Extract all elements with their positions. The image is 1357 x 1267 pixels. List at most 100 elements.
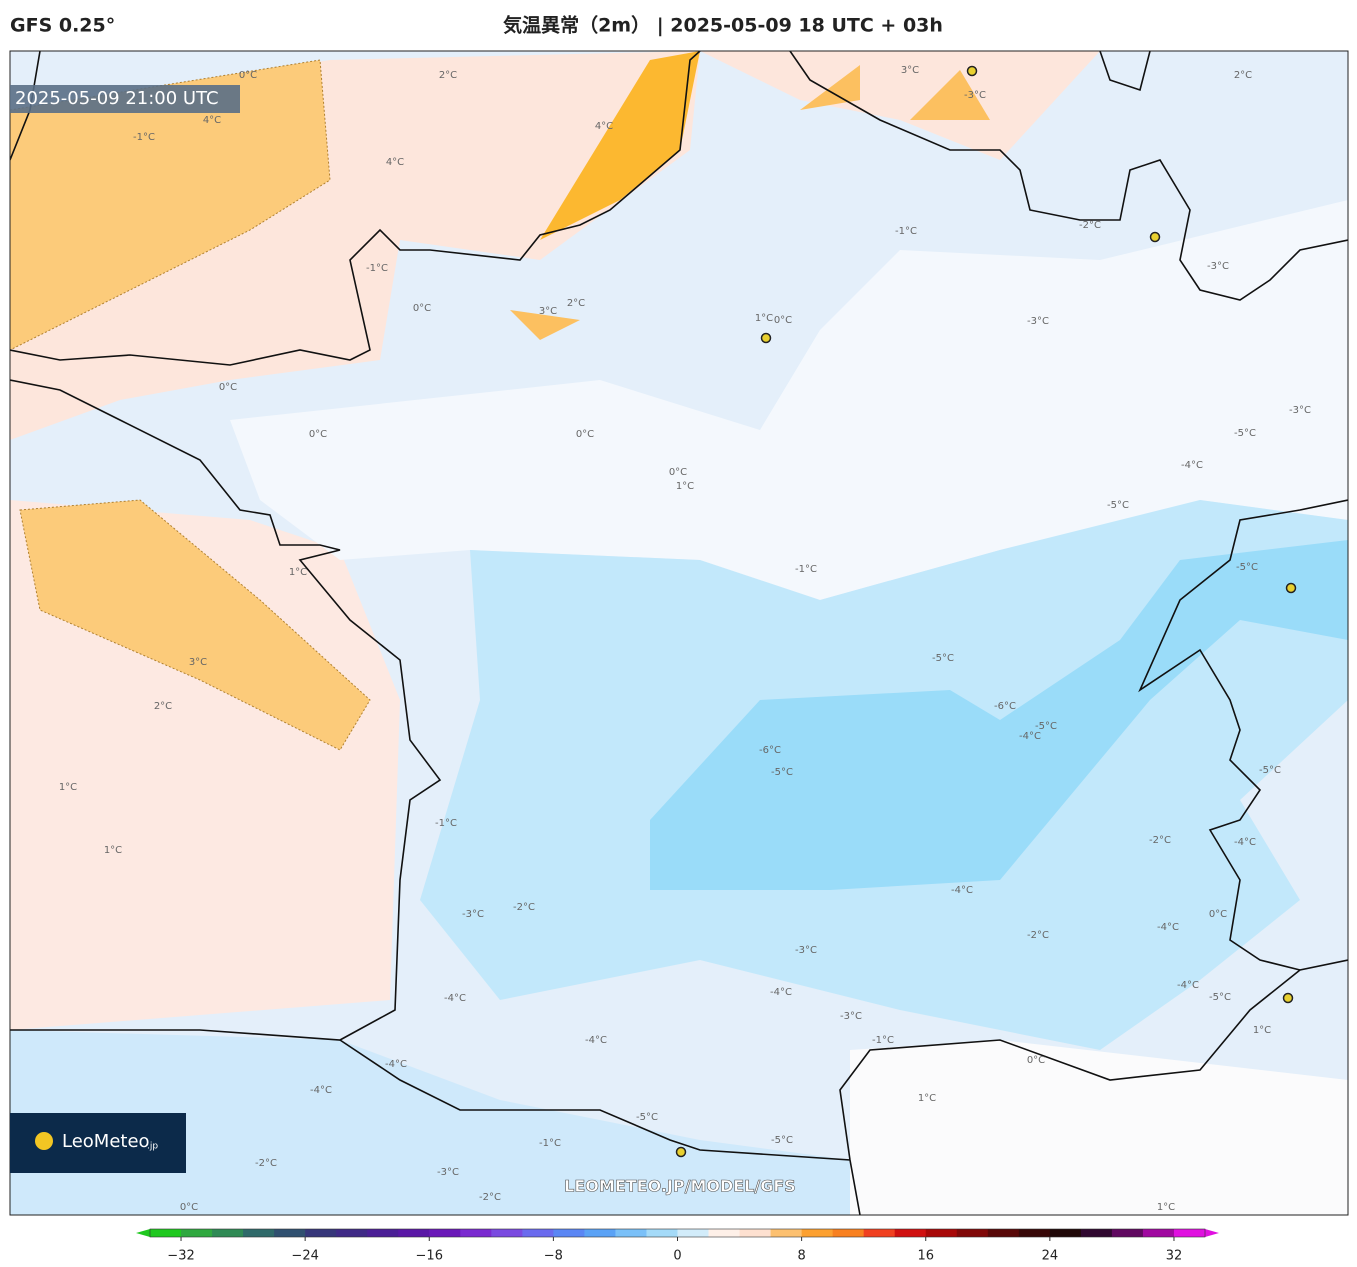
- contour-label: 0°C: [309, 429, 327, 440]
- contour-label: 4°C: [386, 157, 404, 168]
- contour-label: -1°C: [795, 564, 817, 575]
- contour-label: 0°C: [576, 429, 594, 440]
- colorbar-tick-label: 24: [1042, 1249, 1059, 1264]
- cold-core: [650, 540, 1348, 890]
- contour-label: 1°C: [1253, 1025, 1271, 1036]
- contour-label: -1°C: [872, 1035, 894, 1046]
- contour-label: -2°C: [1079, 220, 1101, 231]
- contour-label: -4°C: [951, 885, 973, 896]
- colorbar-segment: [243, 1229, 275, 1237]
- contour-label: -5°C: [1236, 562, 1258, 573]
- contour-label: -4°C: [385, 1059, 407, 1070]
- logo-sun: [35, 1132, 53, 1150]
- time-box: [10, 85, 240, 113]
- contour-label: -3°C: [1289, 405, 1311, 416]
- colorbar-tick-label: −24: [291, 1249, 318, 1264]
- logo-suffix: .jp: [147, 1142, 158, 1152]
- colorbar-tick-label: −8: [544, 1249, 563, 1264]
- map-frame: [9, 50, 1349, 1216]
- contour-label: -5°C: [1259, 765, 1281, 776]
- map-title: 気温異常（2m） | 2025-05-09 18 UTC + 03h: [503, 14, 943, 37]
- colorbar-tick-label: 16: [917, 1249, 934, 1264]
- colorbar-segment: [553, 1229, 585, 1237]
- contour-label: 3°C: [539, 306, 557, 317]
- contour-label: -5°C: [1107, 500, 1129, 511]
- colorbar-arrow: [1205, 1229, 1219, 1237]
- contour-label: -1°C: [435, 818, 457, 829]
- contour-label: -2°C: [513, 902, 535, 913]
- contour-label: 3°C: [189, 657, 207, 668]
- colorbar-segment: [646, 1229, 678, 1237]
- colorbar-segment: [925, 1229, 958, 1237]
- contour-label: 0°C: [180, 1202, 198, 1213]
- warm-core: [10, 59, 331, 351]
- colorbar-segment: [1173, 1229, 1206, 1237]
- contour-label: -2°C: [255, 1158, 277, 1169]
- colorbar-segment: [336, 1229, 368, 1237]
- contour-label: -1°C: [895, 226, 917, 237]
- contour-label: 0°C: [219, 382, 237, 393]
- contour-label: 0°C: [1209, 909, 1227, 920]
- contour-label: -2°C: [1149, 835, 1171, 846]
- contour-label: 4°C: [595, 121, 613, 132]
- contour-label: -5°C: [771, 767, 793, 778]
- contour-label: 0°C: [1027, 1055, 1045, 1066]
- contour-label: 1°C: [104, 845, 122, 856]
- city-markers: [675, 65, 1297, 1158]
- colorbar-segment: [832, 1229, 865, 1237]
- colorbar-arrow: [136, 1229, 150, 1237]
- model-name: GFS 0.25°: [10, 15, 115, 37]
- contour-label: -4°C: [310, 1085, 332, 1096]
- map: 0°C 2°C 3°C -3°C 2°C 4°C 4°C 4°C -1°C 0°C -2°C -3°C…: [10, 51, 1348, 1215]
- colorbar-segment: [460, 1229, 492, 1237]
- contour-label: 2°C: [439, 70, 457, 81]
- contour-label: -3°C: [964, 90, 986, 101]
- contour-label: -4°C: [1019, 731, 1041, 742]
- contour-label: 4°C: [203, 115, 221, 126]
- contour-label: 2°C: [1234, 70, 1252, 81]
- contour-label: -4°C: [1234, 837, 1256, 848]
- colorbar-tick-label: 8: [797, 1249, 805, 1264]
- watermark: LEOMETEO.JP/MODEL/GFS: [564, 1177, 796, 1196]
- contour-label: -3°C: [1027, 316, 1049, 327]
- contour-label: 1°C: [1157, 1202, 1175, 1213]
- contour-label: -4°C: [444, 993, 466, 1004]
- valid-time: 2025-05-09 21:00 UTC: [15, 88, 219, 109]
- contour-label: 2°C: [567, 298, 585, 309]
- neutral-area: [850, 1040, 1348, 1215]
- contour-label: -3°C: [1207, 261, 1229, 272]
- contour-label: 1°C: [289, 567, 307, 578]
- colorbar-segment: [677, 1229, 710, 1237]
- contour-label: 1°C: [676, 481, 694, 492]
- colorbar-segment: [987, 1229, 1020, 1237]
- contour-label: -4°C: [770, 987, 792, 998]
- colorbar-segment: [1049, 1229, 1082, 1237]
- colorbar-segment: [1018, 1229, 1051, 1237]
- warm-core: [540, 51, 700, 240]
- cold-area: [10, 1030, 850, 1215]
- colorbar-tick-label: −32: [167, 1249, 194, 1264]
- contour-label: -4°C: [1177, 980, 1199, 991]
- contour-label: -3°C: [437, 1167, 459, 1178]
- warm-area: [700, 51, 1100, 160]
- contour-label: -6°C: [994, 701, 1016, 712]
- contour-label: 2°C: [154, 701, 172, 712]
- colorbar-segment: [615, 1229, 647, 1237]
- colorbar-segment: [181, 1229, 213, 1237]
- contour-label: -5°C: [636, 1112, 658, 1123]
- warm-core: [510, 65, 990, 340]
- colorbar-segment: [429, 1229, 461, 1237]
- logo-text: LeoMeteo: [62, 1131, 150, 1152]
- colorbar-segment: [367, 1229, 399, 1237]
- colorbar-segment: [584, 1229, 616, 1237]
- colorbar-segment: [398, 1229, 430, 1237]
- colorbar-segment: [739, 1229, 772, 1237]
- warm-core: [19, 499, 371, 751]
- colorbar-segment: [708, 1229, 741, 1237]
- contour-label: -4°C: [585, 1035, 607, 1046]
- contour-label: -3°C: [795, 945, 817, 956]
- colorbar-segment: [274, 1229, 306, 1237]
- contour-label: 0°C: [669, 467, 687, 478]
- colorbar-tick-label: 0: [673, 1249, 681, 1264]
